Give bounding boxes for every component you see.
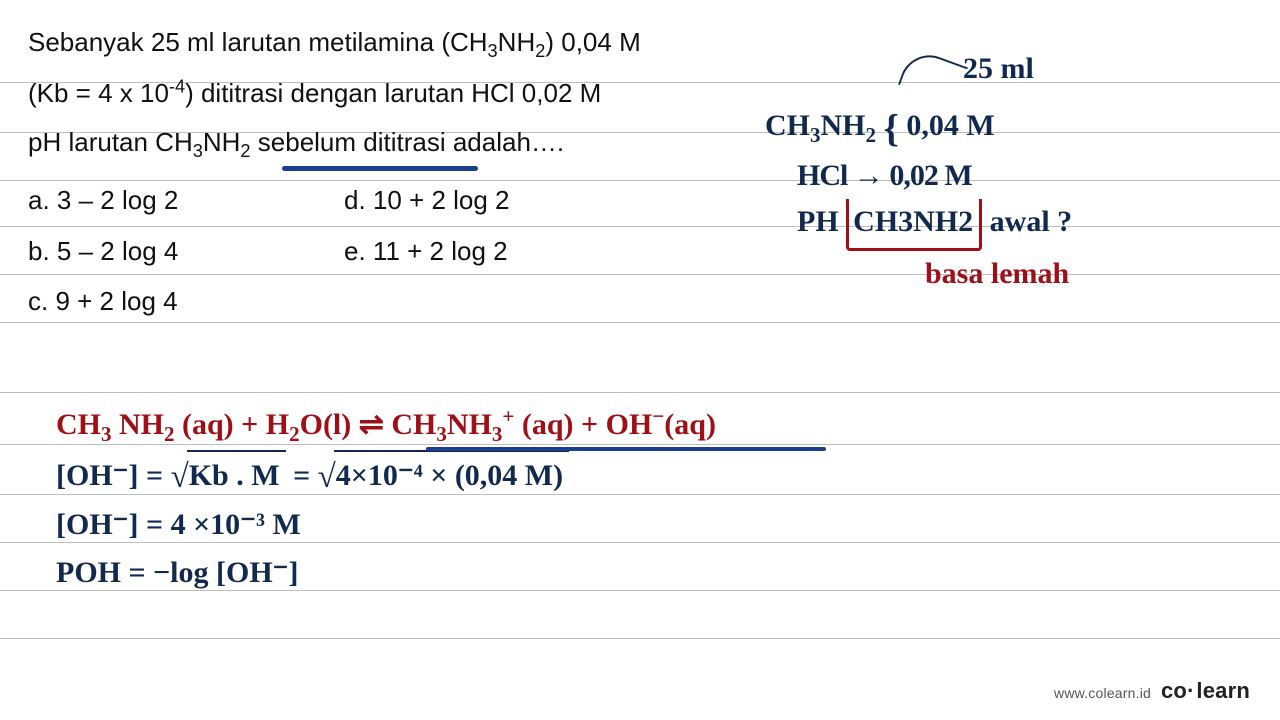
subscript: 2 xyxy=(866,123,877,147)
text: (aq) xyxy=(664,408,716,441)
superscript: + xyxy=(502,404,514,428)
text: ) 0,04 M xyxy=(545,27,640,57)
note-volume: 25 ml xyxy=(725,46,1225,93)
problem-text: Sebanyak 25 ml larutan metilamina (CH3NH… xyxy=(28,18,648,327)
brand-dot: · xyxy=(1187,678,1196,703)
option-d: d. 10 + 2 log 2 xyxy=(344,175,510,226)
superscript: − xyxy=(652,404,664,428)
subscript: 3 xyxy=(492,422,503,446)
text: ) dititrasi dengan larutan HCl 0,02 M xyxy=(185,78,601,108)
text: [OH⁻] = xyxy=(56,459,171,492)
note-question: PH CH3NH2 awal ? xyxy=(725,199,1225,251)
subscript: 2 xyxy=(289,422,300,446)
footer: www.colearn.id co·learn xyxy=(1054,678,1250,704)
subscript: 2 xyxy=(164,422,175,446)
handwritten-notes: 25 ml CH3NH2 { 0,04 M HCl → 0,02 M PH CH… xyxy=(725,46,1225,297)
text: Sebanyak 25 ml larutan metilamina (CH xyxy=(28,27,488,57)
superscript: -4 xyxy=(169,76,185,96)
text: HCl → 0,02 M xyxy=(797,159,972,192)
subscript: 3 xyxy=(101,422,112,446)
subscript: 3 xyxy=(436,422,447,446)
note-methylamine: CH3NH2 { 0,04 M xyxy=(725,93,1225,153)
subscript: 3 xyxy=(193,141,203,161)
subscript: 2 xyxy=(240,141,250,161)
option-b: b. 5 – 2 log 4 xyxy=(28,226,298,277)
equation-oh-result: [OH⁻] = 4 ×10⁻³ M xyxy=(56,501,716,548)
page: Sebanyak 25 ml larutan metilamina (CH3NH… xyxy=(0,0,1280,720)
sqrt-content: 4×10⁻⁴ × (0,04 M) xyxy=(334,450,569,499)
subscript: 3 xyxy=(488,41,498,61)
footer-url: www.colearn.id xyxy=(1054,685,1151,701)
brand-part: co xyxy=(1161,678,1187,703)
text: NH xyxy=(498,27,536,57)
problem-line-1: Sebanyak 25 ml larutan metilamina (CH3NH… xyxy=(28,18,648,69)
radical-icon: √ xyxy=(318,459,336,495)
note-weak-base: basa lemah xyxy=(725,251,1225,298)
text: NH xyxy=(821,109,866,142)
equation-poh: POH = −log [OH⁻] xyxy=(56,549,716,596)
text: PH xyxy=(797,205,846,238)
subscript: 3 xyxy=(810,123,821,147)
text: CH xyxy=(56,408,101,441)
subscript: 2 xyxy=(535,41,545,61)
text: (Kb = 4 x 10 xyxy=(28,78,169,108)
brace-icon: { xyxy=(884,107,899,150)
text: 0,04 M xyxy=(906,109,994,142)
brand-part: learn xyxy=(1196,678,1250,703)
option-e: e. 11 + 2 log 2 xyxy=(344,226,508,277)
text: O(l) ⇌ CH xyxy=(300,408,437,441)
text: NH xyxy=(447,408,492,441)
text: NH xyxy=(112,408,165,441)
text: CH xyxy=(765,109,810,142)
problem-line-3: pH larutan CH3NH2 sebelum dititrasi adal… xyxy=(28,118,648,169)
radical-icon: √ xyxy=(171,459,189,495)
equation-oh-formula: [OH⁻] = √Kb . M = √4×10⁻⁴ × (0,04 M) xyxy=(56,449,716,501)
text: awal ? xyxy=(982,205,1072,238)
underline-annotation xyxy=(282,166,478,171)
equation-reaction: CH3 NH2 (aq) + H2O(l) ⇌ CH3NH3+ (aq) + O… xyxy=(56,400,716,451)
problem-line-2: (Kb = 4 x 10-4) dititrasi dengan larutan… xyxy=(28,69,648,118)
note-hcl: HCl → 0,02 M xyxy=(725,153,1225,200)
sqrt-content: Kb . M xyxy=(187,450,286,499)
option-c: c. 9 + 2 log 4 xyxy=(28,276,298,327)
text: = xyxy=(286,459,318,492)
option-a: a. 3 – 2 log 2 xyxy=(28,175,298,226)
text: NH xyxy=(203,127,241,157)
text: (aq) + H xyxy=(175,408,290,441)
text: pH larutan CH xyxy=(28,127,193,157)
text: sebelum dititrasi xyxy=(251,127,446,157)
handwritten-working: CH3 NH2 (aq) + H2O(l) ⇌ CH3NH3+ (aq) + O… xyxy=(56,400,716,596)
options-list: a. 3 – 2 log 2 d. 10 + 2 log 2 b. 5 – 2 … xyxy=(28,175,648,327)
text: (aq) + OH xyxy=(514,408,652,441)
highlighted-formula: CH3NH2 xyxy=(846,199,982,251)
underline-products xyxy=(426,447,826,451)
text: adalah…. xyxy=(446,127,565,157)
brand-logo: co·learn xyxy=(1161,678,1250,704)
